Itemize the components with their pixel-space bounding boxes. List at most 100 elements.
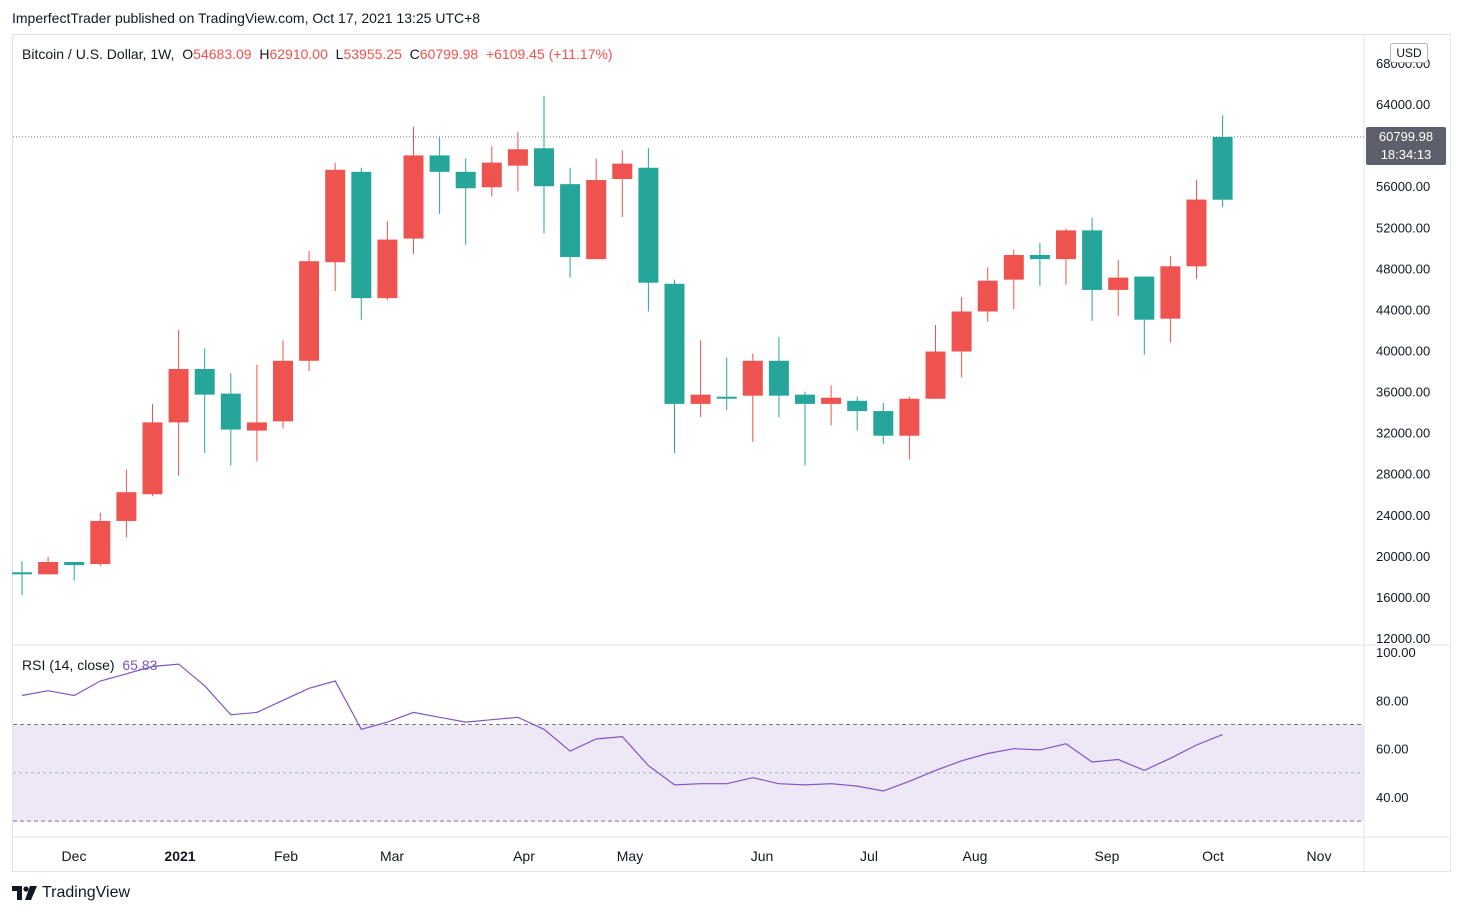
time-tick-label: Jun [751,848,774,864]
candle [220,373,241,466]
candle-body [1212,136,1233,200]
price-tick-label: 56000.00 [1376,179,1430,194]
price-tick-label: 12000.00 [1376,631,1430,646]
candle-body [481,162,502,188]
candle-body [90,520,111,565]
time-tick-label: Nov [1307,848,1332,864]
candle [847,396,868,431]
candle-body [638,167,659,283]
candle-body [299,261,320,361]
candle [690,340,711,418]
candle-body [534,148,554,187]
time-tick-label: May [617,848,643,864]
tradingview-logo-icon [12,886,37,900]
rsi-layer [21,663,1223,792]
time-tick-label: Feb [274,848,298,864]
time-tick-label: Dec [62,848,87,864]
price-tick-label: 64000.00 [1376,97,1430,112]
candle-body [1003,255,1024,280]
candle [246,364,267,462]
candle [377,221,398,301]
price-tick-label: 40000.00 [1376,344,1430,359]
candle [12,560,32,595]
bar-countdown: 18:34:13 [1380,147,1432,162]
candle-body [1108,277,1129,290]
high-value: 62910.00 [269,46,328,62]
ohlc-legend: Bitcoin / U.S. Dollar, 1W, O54683.09 H62… [22,46,613,62]
candle-body [403,155,424,239]
time-tick-label: Apr [513,848,535,864]
time-tick-label: Mar [380,848,404,864]
high-label: H [259,46,270,62]
candle-body [1082,230,1103,290]
candle [560,167,581,278]
open-label: O [182,46,194,62]
candle [403,126,424,254]
candle-body [116,492,137,521]
price-tick-label: 24000.00 [1376,508,1430,523]
candle [716,357,737,411]
price-tick-label: 36000.00 [1376,385,1430,400]
low-label: L [335,46,344,62]
close-label: C [409,46,420,62]
candle [299,250,320,372]
candle [795,391,815,466]
change-value: +6109.45 (+11.17%) [485,46,613,62]
candle-body [560,184,581,258]
rsi-tick-label: 80.00 [1376,693,1409,708]
candle [586,158,607,260]
candle [142,403,163,497]
time-tick-label: Sep [1095,848,1120,864]
candle-body [325,169,346,263]
candle-body [1029,255,1050,260]
candle [325,162,346,291]
price-tick-label: 32000.00 [1376,426,1430,441]
rsi-tick-label: 40.00 [1376,790,1409,805]
candle [455,158,476,245]
price-tick-label: 48000.00 [1376,261,1430,276]
candle [1029,242,1050,286]
candle-body [612,163,633,180]
candle-body [1056,230,1076,260]
time-tick-label: Jul [860,848,878,864]
last-price-value: 60799.98 [1378,129,1434,144]
candle-body [690,394,711,404]
candle-body [742,360,763,396]
rsi-line [21,663,1223,792]
candle [873,402,894,444]
currency-badge[interactable]: USD [1390,43,1428,63]
candle-body [507,149,528,166]
candle-body [977,280,998,312]
time-tick-label: 2021 [164,848,195,864]
candle-body [377,239,398,299]
candle [1186,180,1207,279]
price-tick-label: 28000.00 [1376,467,1430,482]
price-tick-label: 44000.00 [1376,302,1430,317]
candle-body [455,171,476,189]
candle [507,131,528,192]
candle-body [142,422,163,495]
candle [1212,115,1233,208]
candle [768,337,789,418]
candle [925,324,946,399]
rsi-band-layer [13,724,1364,822]
footer-brand[interactable]: TradingView [12,884,130,902]
candle [1108,260,1129,316]
candle-body [821,397,842,404]
candle [90,512,111,567]
close-value: 60799.98 [419,46,479,62]
candle-body [429,155,450,172]
candles [12,95,1233,595]
price-tick-label: 16000.00 [1376,590,1430,605]
candle-body [64,562,85,566]
candle [742,353,763,442]
candle [1003,249,1024,310]
candle [116,469,137,538]
symbol-name: Bitcoin / U.S. Dollar, 1W, [22,46,175,62]
candle-body [795,394,815,404]
low-value: 53955.25 [343,46,402,62]
candle-body [1186,199,1207,267]
price-tick-label: 20000.00 [1376,549,1430,564]
rsi-band [13,724,1364,822]
